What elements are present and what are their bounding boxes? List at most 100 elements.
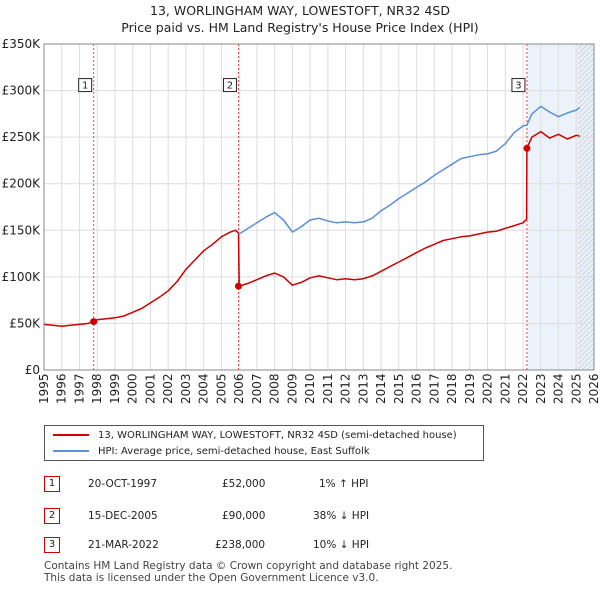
- future-hatch: [577, 297, 595, 315]
- future-hatch: [577, 352, 595, 370]
- x-tick-label: 2008: [268, 373, 282, 404]
- y-tick-label: £50K: [9, 316, 41, 330]
- future-hatch: [581, 357, 595, 371]
- x-tick-label: 2005: [214, 373, 228, 404]
- x-tick-label: 2016: [410, 373, 424, 404]
- chart-title-address: 13, WORLINGHAM WAY, LOWESTOFT, NR32 4SD: [150, 3, 450, 18]
- future-hatch: [577, 132, 595, 150]
- x-tick-label: 2015: [392, 373, 406, 404]
- future-hatch: [577, 167, 595, 185]
- future-hatch: [577, 327, 595, 345]
- future-hatch: [577, 152, 595, 170]
- future-hatch: [577, 312, 595, 330]
- future-hatch: [577, 262, 595, 280]
- x-tick-label: 2019: [463, 373, 477, 404]
- legend-label-hpi: HPI: Average price, semi-detached house,…: [98, 446, 370, 457]
- future-hatch: [577, 157, 595, 175]
- future-hatch: [577, 212, 595, 230]
- y-tick-label: £100K: [2, 270, 42, 284]
- future-hatch: [577, 147, 595, 165]
- x-tick-label: 2007: [250, 373, 264, 404]
- chart-legend: 13, WORLINGHAM WAY, LOWESTOFT, NR32 4SD …: [44, 425, 484, 461]
- future-hatch: [577, 107, 595, 125]
- sale-label: 2: [227, 81, 233, 92]
- transaction-hpi-diff: 1% ↑ HPI: [319, 478, 369, 490]
- sale-label-box: [511, 78, 526, 93]
- y-tick-label: £200K: [2, 177, 42, 191]
- y-tick-label: £250K: [2, 130, 42, 144]
- transaction-date: 15-DEC-2005: [88, 510, 158, 522]
- future-hatch: [577, 127, 595, 145]
- x-tick-label: 1997: [72, 373, 86, 404]
- future-hatch: [577, 177, 595, 195]
- x-tick-label: 2006: [232, 373, 246, 404]
- transaction-price: £90,000: [222, 510, 266, 522]
- future-hatch: [577, 322, 595, 340]
- transaction-price: £238,000: [215, 539, 266, 551]
- future-hatch: [577, 192, 595, 210]
- future-hatch: [577, 197, 595, 215]
- sale-label-box: [222, 78, 237, 93]
- future-hatch: [577, 247, 595, 265]
- x-tick-label: 1999: [108, 373, 122, 404]
- future-hatch: [577, 67, 595, 85]
- future-hatch: [577, 92, 595, 110]
- x-tick-label: 2009: [285, 373, 299, 404]
- x-tick-label: 2001: [143, 373, 157, 404]
- hpi-line: [237, 105, 581, 235]
- future-hatch: [577, 57, 595, 75]
- future-hatch: [577, 187, 595, 205]
- legend-item-hpi: HPI: Average price, semi-detached house,…: [53, 445, 370, 459]
- future-hatch: [577, 207, 595, 225]
- sale-label: 1: [82, 81, 88, 92]
- legend-swatch-property: [53, 434, 89, 436]
- future-hatch: [577, 47, 595, 65]
- future-hatch: [577, 292, 595, 310]
- future-hatch: [577, 222, 595, 240]
- transaction-price: £52,000: [222, 478, 266, 490]
- transaction-number-badge: 1: [44, 476, 60, 492]
- plot-area: [44, 44, 594, 370]
- x-tick-label: 1998: [90, 373, 104, 404]
- future-hatch: [577, 232, 595, 250]
- sale-label-box: [78, 78, 93, 93]
- post-sale-shade: [526, 44, 579, 370]
- future-hatch: [577, 202, 595, 220]
- transaction-hpi-diff: 38% ↓ HPI: [313, 510, 370, 522]
- x-tick-label: 2002: [161, 373, 175, 404]
- footer-copyright: Contains HM Land Registry data © Crown c…: [44, 560, 453, 572]
- x-tick-label: 2000: [126, 373, 140, 404]
- future-hatch: [577, 267, 595, 285]
- future-hatch: [577, 342, 595, 360]
- sale-label: 3: [515, 81, 521, 92]
- transaction-date: 21-MAR-2022: [88, 539, 159, 551]
- x-tick-label: 2018: [445, 373, 459, 404]
- future-hatch: [577, 122, 595, 140]
- future-hatch: [577, 252, 595, 270]
- future-hatch: [577, 302, 595, 320]
- future-hatch: [577, 257, 595, 275]
- future-hatch: [577, 97, 595, 115]
- transaction-number-badge: 2: [44, 508, 60, 524]
- x-tick-label: 2017: [427, 373, 441, 404]
- future-hatch: [577, 112, 595, 130]
- x-tick-label: 2011: [321, 373, 335, 404]
- future-hatch: [577, 77, 595, 95]
- future-shade: [578, 44, 594, 370]
- legend-item-property: 13, WORLINGHAM WAY, LOWESTOFT, NR32 4SD …: [53, 429, 457, 443]
- future-hatch: [577, 72, 595, 90]
- transaction-date: 20-OCT-1997: [88, 478, 157, 490]
- y-tick-label: £350K: [2, 37, 42, 51]
- x-tick-label: 2026: [587, 373, 600, 404]
- x-tick-label: 1995: [37, 373, 51, 404]
- future-hatch: [577, 43, 584, 50]
- x-tick-label: 2004: [197, 373, 211, 404]
- price-chart: £0 £50K £100K £150K £200K £250K £300K £350K 1995…: [2, 37, 600, 404]
- future-hatch: [577, 337, 595, 355]
- x-tick-label: 2021: [498, 373, 512, 404]
- future-hatch: [577, 347, 595, 365]
- sale-point: [90, 318, 98, 326]
- future-hatch: [577, 43, 594, 60]
- future-hatch: [577, 317, 595, 335]
- footer-licence: This data is licensed under the Open Gov…: [44, 572, 379, 584]
